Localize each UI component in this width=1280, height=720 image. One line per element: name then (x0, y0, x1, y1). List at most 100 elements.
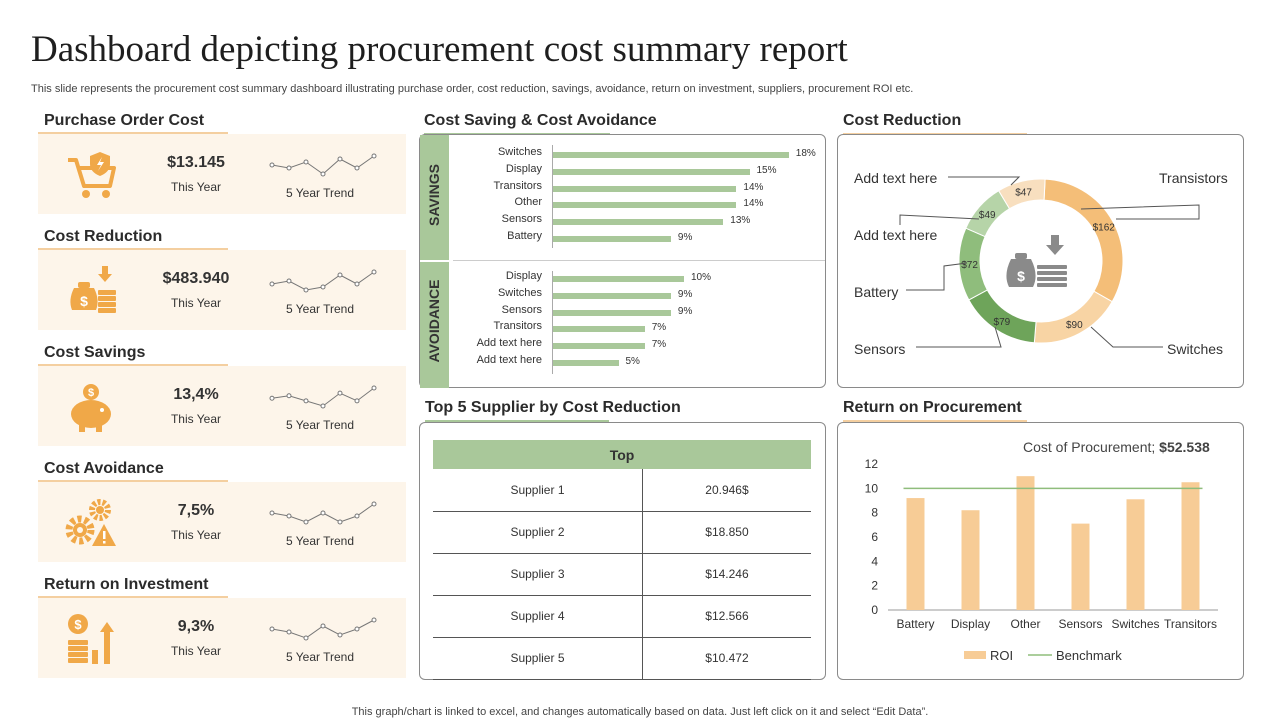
bar-mark (553, 236, 671, 242)
supplier-value: $10.472 (642, 637, 811, 680)
kpi-card[interactable]: $ $483.940 This Year 5 Year Trend (38, 250, 406, 330)
group-divider (453, 260, 825, 261)
svg-text:$: $ (1017, 268, 1025, 284)
table-row[interactable]: Supplier 4 $12.566 (433, 595, 811, 638)
donut-value-label: $47 (1015, 188, 1032, 199)
legend-roi-swatch (964, 651, 986, 659)
saving-avoidance-panel[interactable]: SAVINGS AVOIDANCE Switches 18% Display 15% T… (419, 134, 826, 388)
supplier-heading: Top 5 Supplier by Cost Reduction (425, 399, 681, 416)
bar-mark (553, 343, 645, 350)
trend-point (320, 284, 326, 290)
table-row[interactable]: Supplier 3 $14.246 (433, 553, 811, 596)
roi-bar[interactable] (961, 510, 980, 610)
trend-point (354, 626, 360, 632)
heading-underline (425, 420, 609, 423)
kpi-card[interactable]: $13.145 This Year 5 Year Trend (38, 134, 406, 214)
footer-note: This graph/chart is linked to excel, and… (351, 706, 929, 718)
donut-value-label: $72 (961, 260, 978, 271)
y-tick-label: 4 (871, 554, 878, 568)
table-row[interactable]: Supplier 5 $10.472 (433, 637, 811, 680)
cost-of-procurement-label: Cost of Procurement; (1023, 439, 1160, 455)
kpi-value: 7,5% (177, 502, 215, 519)
heading-underline (38, 132, 228, 135)
trend-point (371, 501, 377, 507)
roi-bar[interactable] (1181, 482, 1200, 610)
bar-category-label: Add text here (476, 337, 542, 350)
bar-mark (553, 309, 671, 316)
cost-of-procurement-value: $52.538 (1159, 439, 1210, 455)
roi-bar[interactable] (906, 498, 925, 610)
supplier-name: Supplier 3 (433, 553, 643, 596)
kpi-label: This Year (170, 644, 222, 658)
trend-point (303, 519, 309, 525)
kpi-heading: Cost Avoidance (44, 460, 164, 477)
trend-point (269, 510, 275, 516)
table-row[interactable]: Supplier 2 $18.850 (433, 511, 811, 554)
page-subtitle: This slide represents the procurement co… (31, 83, 914, 95)
bar-value-label: 14% (743, 198, 764, 210)
leader-line (906, 262, 968, 291)
bar-category-label: Other (514, 196, 542, 209)
supplier-value: 20.946$ (642, 469, 811, 512)
heading-underline (38, 248, 228, 251)
bar-value-label: 14% (743, 181, 764, 193)
dollar-growth-icon: $ (68, 614, 114, 664)
cart-shield-icon (68, 152, 116, 198)
x-tick-label: Other (1010, 617, 1040, 631)
kpi-label: This Year (170, 180, 222, 194)
roi-bar-chart: 0 2 4 6 8 10 12 Battery Display Other Sensors Switc… (865, 457, 1218, 663)
roi-heading: Return on Procurement (843, 399, 1022, 416)
trend-line (271, 155, 375, 175)
bar-mark (553, 152, 789, 158)
donut-value-label: $79 (994, 317, 1011, 328)
trend-point (337, 156, 343, 162)
cost-reduction-panel[interactable]: $162 $90 $79 $72 $49 $47 $ Transistors Switches S… (837, 134, 1244, 388)
donut-category-label: Add text here (854, 227, 937, 243)
bar-mark (553, 219, 724, 226)
kpi-card[interactable]: $9,3% This Year 5 Year Trend (38, 598, 406, 678)
trend-sparkline (269, 153, 377, 177)
gears-warning-icon (65, 499, 116, 546)
piggy-bank-icon: $ (71, 384, 111, 432)
roi-bar[interactable] (1016, 476, 1035, 610)
kpi-card[interactable]: $13,4% This Year 5 Year Trend (38, 366, 406, 446)
page-title: Dashboard depicting procurement cost sum… (31, 29, 848, 70)
roi-bar[interactable] (1126, 499, 1145, 610)
supplier-name: Supplier 5 (433, 637, 643, 680)
trend-point (286, 629, 292, 635)
donut-category-label: Sensors (854, 341, 905, 357)
trend-sparkline (269, 385, 377, 409)
bar-value-label: 10% (691, 272, 712, 283)
y-tick-label: 8 (871, 506, 878, 520)
supplier-name: Supplier 4 (433, 595, 643, 638)
trend-point (337, 272, 343, 278)
bar-value-label: 7% (651, 339, 667, 351)
trend-point (286, 513, 292, 519)
donut-value-label: $49 (979, 210, 996, 221)
x-tick-label: Transitors (1164, 617, 1217, 631)
leader-line (899, 214, 980, 225)
savings-band (420, 135, 449, 260)
trend-sparkline (269, 269, 377, 293)
bar-mark (553, 326, 645, 333)
bar-category-label: Sensors (501, 213, 542, 226)
bar-category-label: Battery (507, 230, 542, 242)
trend-point (269, 281, 275, 287)
roi-bar[interactable] (1071, 523, 1090, 610)
bar-value-label: 5% (625, 356, 640, 367)
supplier-name: Supplier 1 (433, 469, 643, 512)
donut-category-label: Transistors (1159, 170, 1228, 186)
trend-point (354, 513, 360, 519)
bar-category-label: Display (505, 270, 542, 282)
heading-underline (843, 420, 1027, 423)
trend-point (286, 393, 292, 399)
money-bag-coins-icon: $ (70, 266, 116, 313)
trend-point (371, 153, 377, 159)
roi-panel[interactable]: Cost of Procurement; $52.538 0 2 4 6 8 10 12 Ba… (837, 422, 1244, 680)
trend-point (371, 385, 377, 391)
trend-point (354, 165, 360, 171)
kpi-card[interactable]: 7,5% This Year 5 Year Trend (38, 482, 406, 562)
trend-point (354, 398, 360, 404)
trend-point (320, 403, 326, 409)
table-row[interactable]: Supplier 1 20.946$ (433, 469, 811, 512)
